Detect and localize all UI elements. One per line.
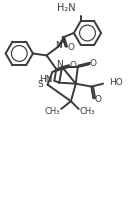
Text: O: O (90, 59, 97, 68)
Text: S: S (37, 80, 43, 89)
Text: CH₃: CH₃ (80, 107, 95, 116)
Text: N: N (56, 60, 63, 69)
Text: O: O (69, 61, 76, 70)
Text: HO: HO (109, 78, 123, 87)
Text: CH₃: CH₃ (45, 107, 60, 116)
Text: HN: HN (39, 75, 52, 84)
Text: O: O (95, 95, 102, 104)
Text: O: O (67, 43, 74, 52)
Text: H₂N: H₂N (57, 3, 76, 13)
Text: N: N (55, 41, 62, 50)
